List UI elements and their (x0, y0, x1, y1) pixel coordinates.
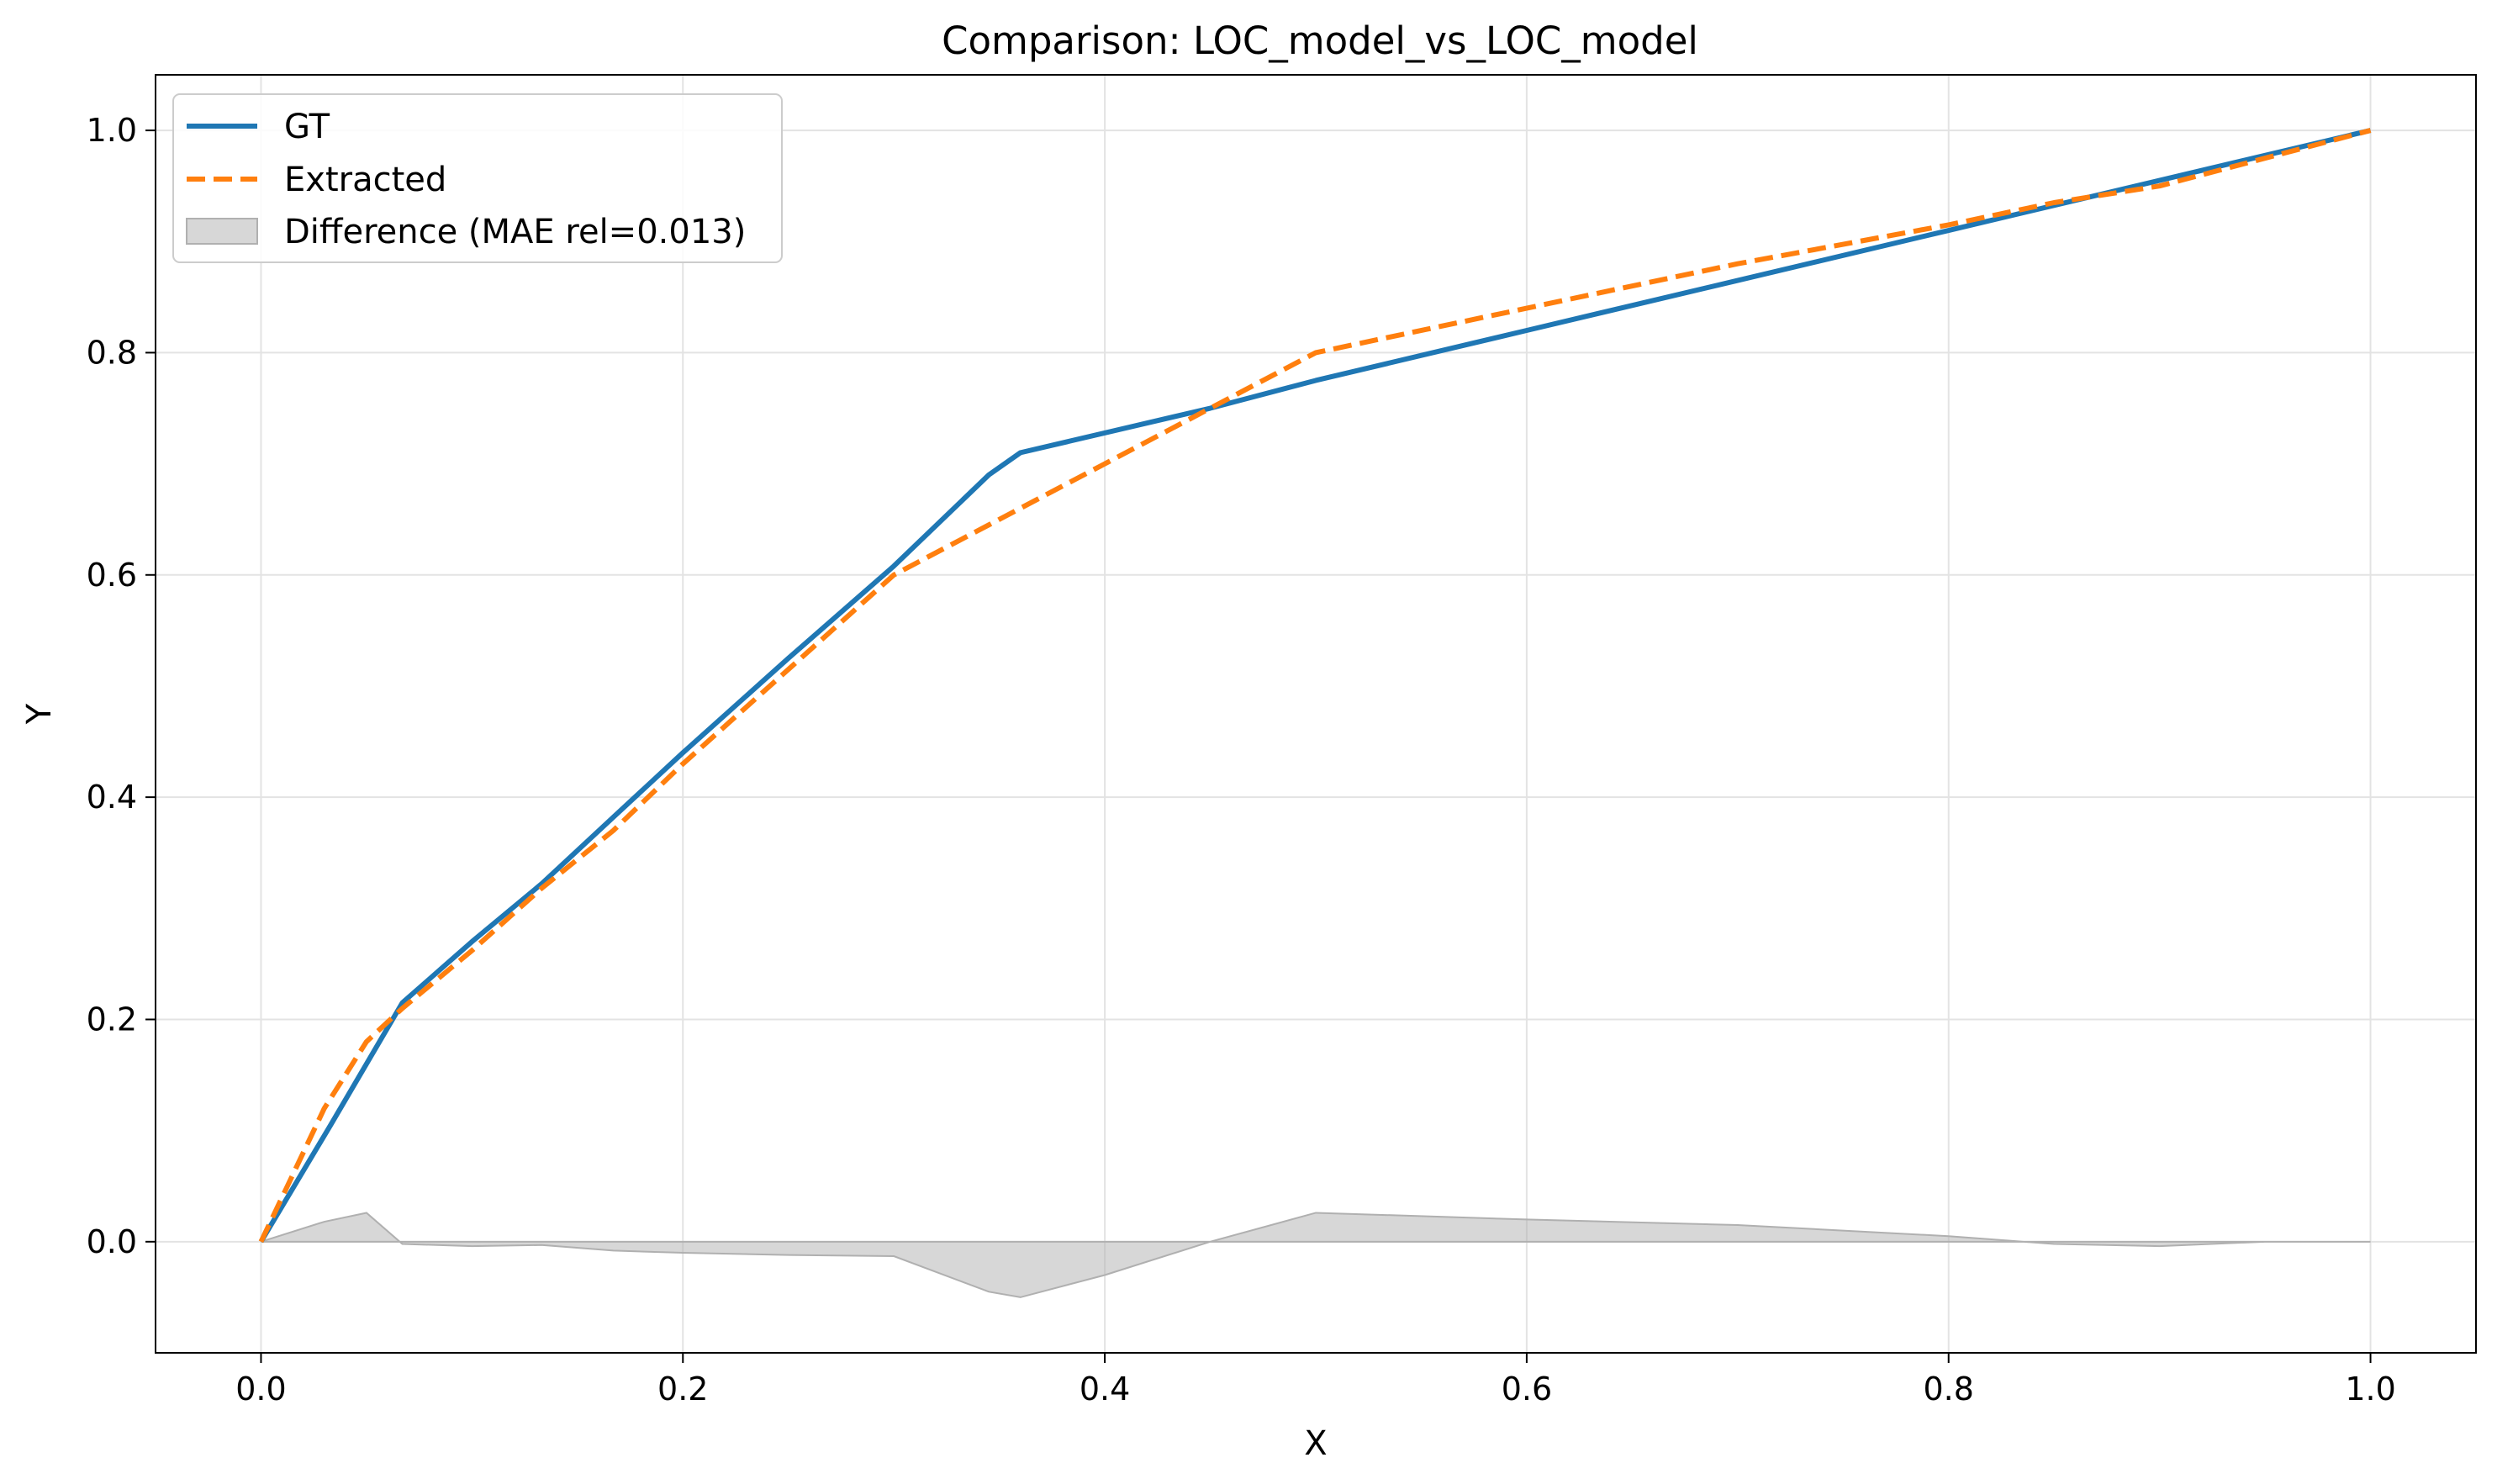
x-tick-label: 0.8 (1924, 1370, 1974, 1407)
x-tick-label: 0.6 (1502, 1370, 1552, 1407)
y-tick-label: 0.6 (87, 557, 137, 594)
y-tick-label: 0.8 (87, 334, 137, 371)
legend-label: Difference (MAE rel=0.013) (284, 213, 746, 251)
series-lines (258, 128, 2372, 1244)
x-tick-label: 0.4 (1080, 1370, 1130, 1407)
x-tick-label: 1.0 (2345, 1370, 2395, 1407)
difference-area-group (261, 1212, 2371, 1298)
legend-box (172, 93, 783, 263)
y-tick-label: 0.2 (87, 1001, 137, 1038)
chart-title: Comparison: LOC_model_vs_LOC_model (942, 18, 1698, 63)
y-axis: 0.0 0.2 0.4 0.6 0.8 1.0 (87, 112, 156, 1260)
legend: GT Extracted Difference (MAE rel=0.013) (172, 93, 783, 263)
x-axis-label: X (1304, 1424, 1327, 1463)
y-tick-label: 1.0 (87, 112, 137, 149)
y-tick-label: 0.0 (87, 1223, 137, 1260)
plot-frame (155, 74, 2477, 1354)
legend-label: GT (284, 108, 330, 146)
y-tick-label: 0.4 (87, 779, 137, 816)
extracted-line (258, 128, 2372, 1244)
x-axis: 0.0 0.2 0.4 0.6 0.8 1.0 (235, 1353, 2396, 1407)
difference-area (261, 1212, 2371, 1298)
y-axis-label: Y (20, 703, 59, 725)
x-tick-label: 0.0 (235, 1370, 286, 1407)
legend-label: Extracted (284, 161, 446, 199)
gt-line (258, 128, 2372, 1244)
legend-swatch-difference (186, 218, 258, 245)
x-tick-label: 0.2 (657, 1370, 708, 1407)
